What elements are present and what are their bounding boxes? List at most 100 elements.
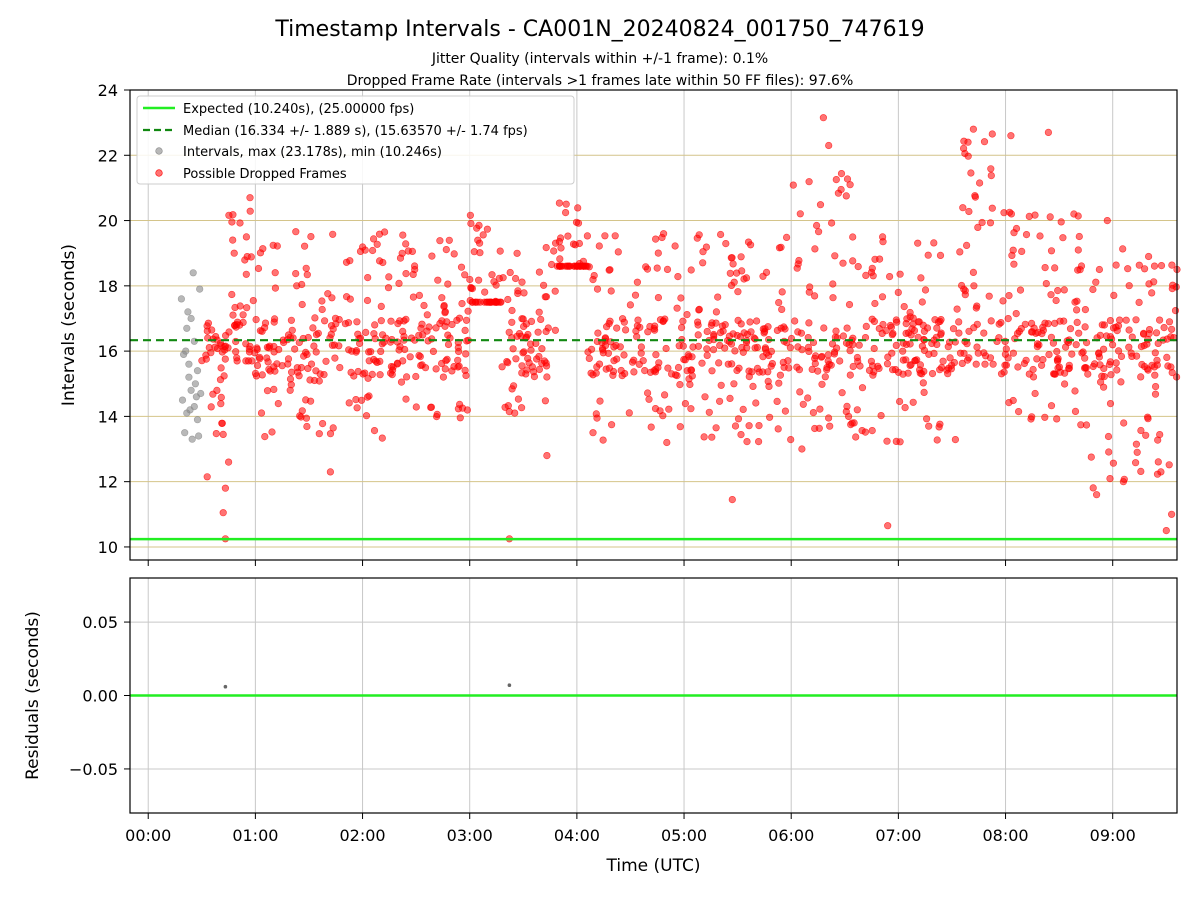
dropped-frame-point bbox=[902, 356, 910, 364]
dropped-frame-point bbox=[388, 371, 396, 379]
dropped-frame-point bbox=[311, 314, 319, 322]
dropped-frame-point bbox=[429, 347, 438, 356]
dropped-frame-point bbox=[319, 420, 327, 428]
dropped-frame-point bbox=[207, 349, 215, 357]
dropped-frame-point bbox=[883, 360, 892, 368]
dropped-frame-point bbox=[416, 353, 424, 361]
dropped-frame-point bbox=[775, 379, 783, 387]
dropped-frame-point bbox=[689, 343, 697, 351]
dropped-frame-point bbox=[327, 330, 335, 338]
dropped-frame-point bbox=[884, 353, 892, 361]
dropped-frame-point bbox=[228, 218, 236, 226]
dropped-frame-point bbox=[970, 282, 978, 290]
dropped-frame-point bbox=[318, 305, 326, 314]
dropped-frame-point bbox=[969, 268, 978, 277]
dropped-frame-point bbox=[345, 399, 353, 407]
dropped-frame-point bbox=[1150, 278, 1158, 286]
dropped-frame-point bbox=[1099, 383, 1108, 391]
dropped-frame-point bbox=[892, 341, 900, 350]
dropped-frame-point bbox=[246, 342, 254, 351]
dropped-frame-point bbox=[752, 399, 760, 407]
dropped-frame-point bbox=[207, 403, 215, 411]
dropped-frame-point bbox=[364, 274, 372, 282]
dropped-frame-point bbox=[354, 367, 362, 376]
dropped-frame-point bbox=[663, 438, 671, 447]
dropped-frame-point bbox=[1105, 448, 1113, 456]
dropped-frame-point bbox=[406, 353, 414, 361]
dropped-frame-point bbox=[421, 364, 430, 372]
dropped-frame-point bbox=[514, 395, 523, 403]
dropped-frame-point bbox=[736, 333, 745, 341]
dropped-frame-point bbox=[1081, 323, 1089, 331]
dropped-frame-point bbox=[353, 318, 361, 326]
dropped-frame-point bbox=[1144, 366, 1152, 374]
dropped-frame-point bbox=[922, 415, 931, 423]
dropped-frame-point bbox=[322, 357, 330, 365]
dropped-frame-point bbox=[314, 329, 322, 337]
dropped-frame-point bbox=[816, 201, 825, 209]
x-tick-label: 05:00 bbox=[661, 826, 707, 845]
dropped-frame-point bbox=[1145, 326, 1154, 334]
dropped-frame-point bbox=[601, 232, 609, 240]
dropped-frame-point bbox=[728, 360, 736, 368]
dropped-frame-point bbox=[263, 354, 271, 362]
dropped-frame-point bbox=[595, 242, 603, 250]
dropped-frame-point bbox=[400, 332, 408, 341]
dropped-frame-point bbox=[743, 344, 751, 352]
dropped-frame-point bbox=[1122, 316, 1130, 324]
dropped-frame-point bbox=[836, 357, 844, 365]
dropped-frame-point bbox=[378, 434, 386, 442]
dropped-frame-point bbox=[1039, 356, 1047, 364]
dropped-frame-point bbox=[799, 400, 807, 408]
dropped-frame-point bbox=[225, 328, 233, 336]
x-tick-label: 04:00 bbox=[554, 826, 600, 845]
dropped-frame-point bbox=[1050, 370, 1058, 378]
dropped-frame-point bbox=[1125, 326, 1133, 334]
dropped-frame-point bbox=[838, 389, 846, 397]
dropped-frame-point bbox=[1027, 319, 1036, 328]
dropped-frame-point bbox=[1114, 347, 1123, 355]
dropped-frame-point bbox=[562, 200, 570, 208]
dropped-frame-point bbox=[821, 373, 829, 381]
dropped-frame-point bbox=[909, 398, 917, 406]
dropped-frame-point bbox=[551, 326, 560, 334]
dropped-frame-point bbox=[599, 436, 607, 444]
dropped-frame-point bbox=[306, 376, 314, 384]
dropped-frame-point bbox=[1142, 431, 1150, 439]
dropped-frame-point bbox=[203, 322, 211, 330]
dropped-frame-point bbox=[1065, 364, 1073, 372]
dropped-frame-point bbox=[1105, 360, 1114, 369]
dropped-frame-point bbox=[819, 114, 828, 122]
dropped-frame-point bbox=[937, 363, 946, 372]
dropped-frame-point bbox=[329, 230, 337, 238]
dropped-frame-point bbox=[542, 244, 550, 252]
dropped-frame-point bbox=[918, 342, 927, 350]
dropped-frame-point bbox=[871, 255, 879, 263]
legend: Expected (10.240s), (25.00000 fps) Median… bbox=[136, 95, 575, 185]
dropped-frame-point bbox=[685, 375, 693, 383]
dropped-frame-point bbox=[1106, 317, 1114, 325]
dropped-frame-point bbox=[902, 340, 911, 349]
dropped-frame-point bbox=[829, 294, 837, 302]
chart-title: Timestamp Intervals - CA001N_20240824_00… bbox=[274, 17, 924, 42]
dropped-frame-point bbox=[336, 364, 344, 372]
dropped-frame-point bbox=[746, 241, 755, 249]
dropped-frame-point bbox=[674, 273, 682, 281]
dropped-frame-point bbox=[498, 363, 506, 371]
dropped-frame-point bbox=[596, 397, 604, 405]
dropped-frame-point bbox=[256, 355, 264, 363]
dropped-frame-point bbox=[777, 243, 785, 251]
dropped-frame-point bbox=[370, 427, 379, 435]
dropped-frame-point bbox=[805, 288, 813, 296]
residuals-plot-frame bbox=[129, 577, 1178, 814]
dropped-frame-point bbox=[331, 354, 339, 362]
dropped-frame-point bbox=[1144, 252, 1153, 261]
dropped-frame-point bbox=[879, 238, 887, 246]
dropped-frame-point bbox=[438, 294, 446, 302]
dropped-frame-point bbox=[784, 357, 792, 365]
dropped-frame-point bbox=[556, 255, 564, 263]
dropped-frame-point bbox=[679, 342, 687, 350]
dropped-frame-point bbox=[288, 326, 296, 334]
dropped-frame-point bbox=[970, 324, 978, 332]
